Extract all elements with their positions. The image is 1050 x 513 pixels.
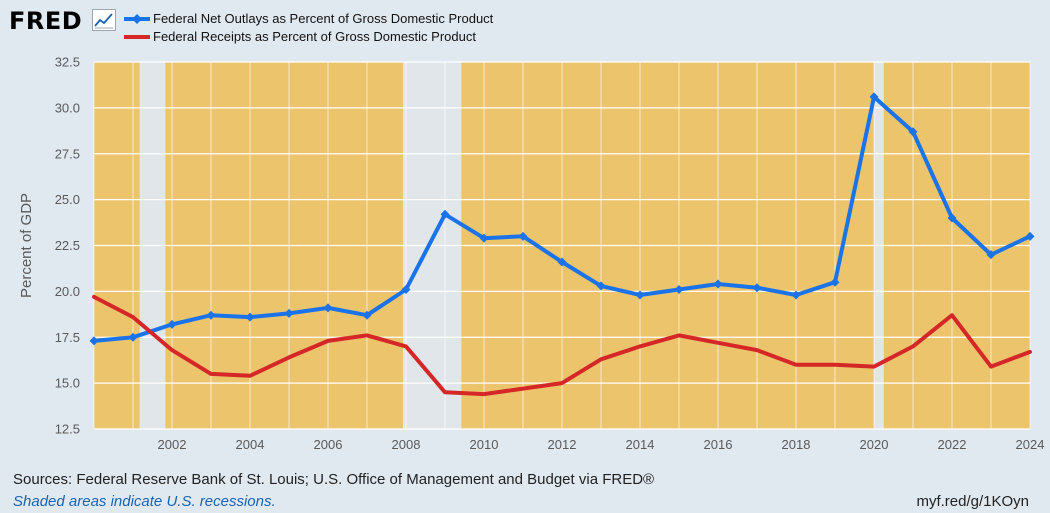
data-point-marker <box>167 319 177 329</box>
data-point-marker <box>323 303 333 313</box>
data-point-marker <box>284 308 294 318</box>
recession-note: Shaded areas indicate U.S. recessions. <box>13 493 276 510</box>
data-point-marker <box>362 310 372 320</box>
x-tick-label: 2006 <box>314 437 343 452</box>
data-point-marker <box>1025 231 1035 241</box>
source-note: Sources: Federal Reserve Bank of St. Lou… <box>13 471 655 488</box>
y-tick-label: 17.5 <box>55 330 80 345</box>
fred-logo[interactable]: FRED <box>9 7 83 35</box>
x-tick-label: 2014 <box>626 437 655 452</box>
data-point-marker <box>518 231 528 241</box>
x-tick-label: 2018 <box>782 437 811 452</box>
data-point-marker <box>830 277 840 287</box>
line-chart-icon <box>92 9 116 31</box>
x-tick-label: 2002 <box>158 437 187 452</box>
chart-canvas: 12.5 15.0 17.5 20.0 22.5 25.0 27.5 30.0 32.5 2002… <box>18 55 1045 453</box>
data-point-marker <box>89 336 99 346</box>
data-point-marker <box>401 285 411 295</box>
data-point-marker <box>791 290 801 300</box>
y-tick-label: 30.0 <box>55 100 80 115</box>
legend-swatch-diamond-line <box>124 14 150 24</box>
data-point-marker <box>440 209 450 219</box>
data-point-marker <box>128 332 138 342</box>
y-tick-label: 32.5 <box>55 55 80 70</box>
y-tick-label: 15.0 <box>55 376 80 391</box>
data-point-marker <box>635 290 645 300</box>
x-tick-label: 2016 <box>704 437 733 452</box>
legend-label-receipts: Federal Receipts as Percent of Gross Dom… <box>153 29 476 44</box>
data-point-marker <box>752 283 762 293</box>
y-tick-label: 25.0 <box>55 192 80 207</box>
data-point-marker <box>206 310 216 320</box>
data-point-marker <box>869 92 879 102</box>
chart-header: FRED Federal Net Outlays as Percent of G… <box>0 0 1050 56</box>
data-point-marker <box>557 257 567 267</box>
x-tick-label: 2024 <box>1016 437 1045 452</box>
data-point-marker <box>986 250 996 260</box>
x-tick-label: 2004 <box>236 437 265 452</box>
data-point-marker <box>245 312 255 322</box>
x-tick-label: 2022 <box>938 437 967 452</box>
data-point-marker <box>479 233 489 243</box>
data-point-marker <box>674 285 684 295</box>
short-link[interactable]: myf.red/g/1KOyn <box>916 493 1029 510</box>
data-point-marker <box>908 127 918 137</box>
y-tick-label: 27.5 <box>55 146 80 161</box>
x-tick-label: 2020 <box>860 437 889 452</box>
data-point-marker <box>596 281 606 291</box>
y-tick-label: 20.0 <box>55 284 80 299</box>
data-point-marker <box>713 279 723 289</box>
legend-label-net-outlays: Federal Net Outlays as Percent of Gross … <box>153 11 494 26</box>
y-tick-label: 12.5 <box>55 422 80 437</box>
x-tick-label: 2008 <box>392 437 421 452</box>
y-axis-label: Percent of GDP <box>18 193 35 298</box>
legend-swatch-line <box>124 35 150 39</box>
y-tick-label: 22.5 <box>55 238 80 253</box>
x-tick-label: 2012 <box>548 437 577 452</box>
data-point-marker <box>947 213 957 223</box>
x-tick-label: 2010 <box>470 437 499 452</box>
series-line-receipts <box>92 294 1032 397</box>
